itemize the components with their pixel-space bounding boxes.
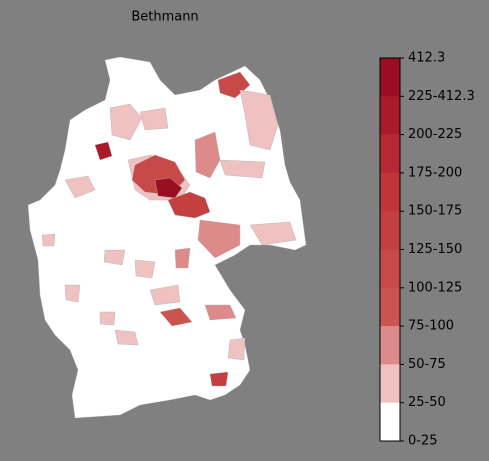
- colorbar-label: 75-100: [408, 319, 454, 334]
- region: [174, 247, 191, 269]
- region: [139, 107, 169, 131]
- colorbar-label: 50-75: [408, 357, 446, 372]
- colorbar-label: 225-412.3: [408, 89, 475, 104]
- region: [219, 159, 266, 179]
- colorbar-segment: [380, 211, 400, 250]
- region: [64, 284, 81, 303]
- region: [197, 219, 241, 259]
- colorbar: 412.3 225-412.3 200-225 175-200 150-175 125-1…: [379, 51, 475, 449]
- colorbar-segment: [380, 326, 400, 365]
- region: [249, 221, 297, 246]
- colorbar-segment: [380, 96, 400, 136]
- colorbar-label: 200-225: [408, 127, 462, 142]
- colorbar-label: 175-200: [408, 165, 462, 180]
- colorbar-label: 100-125: [408, 280, 462, 295]
- region: [103, 249, 126, 266]
- region: [41, 233, 56, 247]
- colorbar-segment: [380, 249, 400, 289]
- colorbar-segment: [380, 172, 400, 212]
- region: [114, 329, 139, 346]
- colorbar-label: 150-175: [408, 204, 462, 219]
- region: [204, 304, 237, 321]
- region: [239, 89, 279, 151]
- region: [227, 337, 246, 361]
- colorbar-segment: [380, 58, 400, 97]
- colorbar-label: 0-25: [408, 434, 438, 449]
- region: [167, 191, 211, 219]
- map-title: Bethmann: [131, 10, 198, 25]
- colorbar-segment: [380, 402, 400, 442]
- region: [64, 175, 96, 199]
- region: [154, 177, 183, 199]
- colorbar-label: 412.3: [408, 51, 445, 66]
- colorbar-label: 25-50: [408, 395, 446, 410]
- colorbar-segment: [380, 287, 400, 327]
- region: [149, 284, 181, 306]
- colorbar-segment: [380, 364, 400, 404]
- colorbar-segment: [380, 134, 400, 174]
- region: [109, 103, 143, 141]
- region: [94, 141, 113, 161]
- region: [194, 131, 221, 179]
- region: [99, 311, 116, 326]
- region: [209, 371, 229, 387]
- germany-map: [27, 56, 307, 419]
- colorbar-label: 125-150: [408, 242, 462, 257]
- region: [159, 307, 193, 327]
- region: [134, 259, 156, 279]
